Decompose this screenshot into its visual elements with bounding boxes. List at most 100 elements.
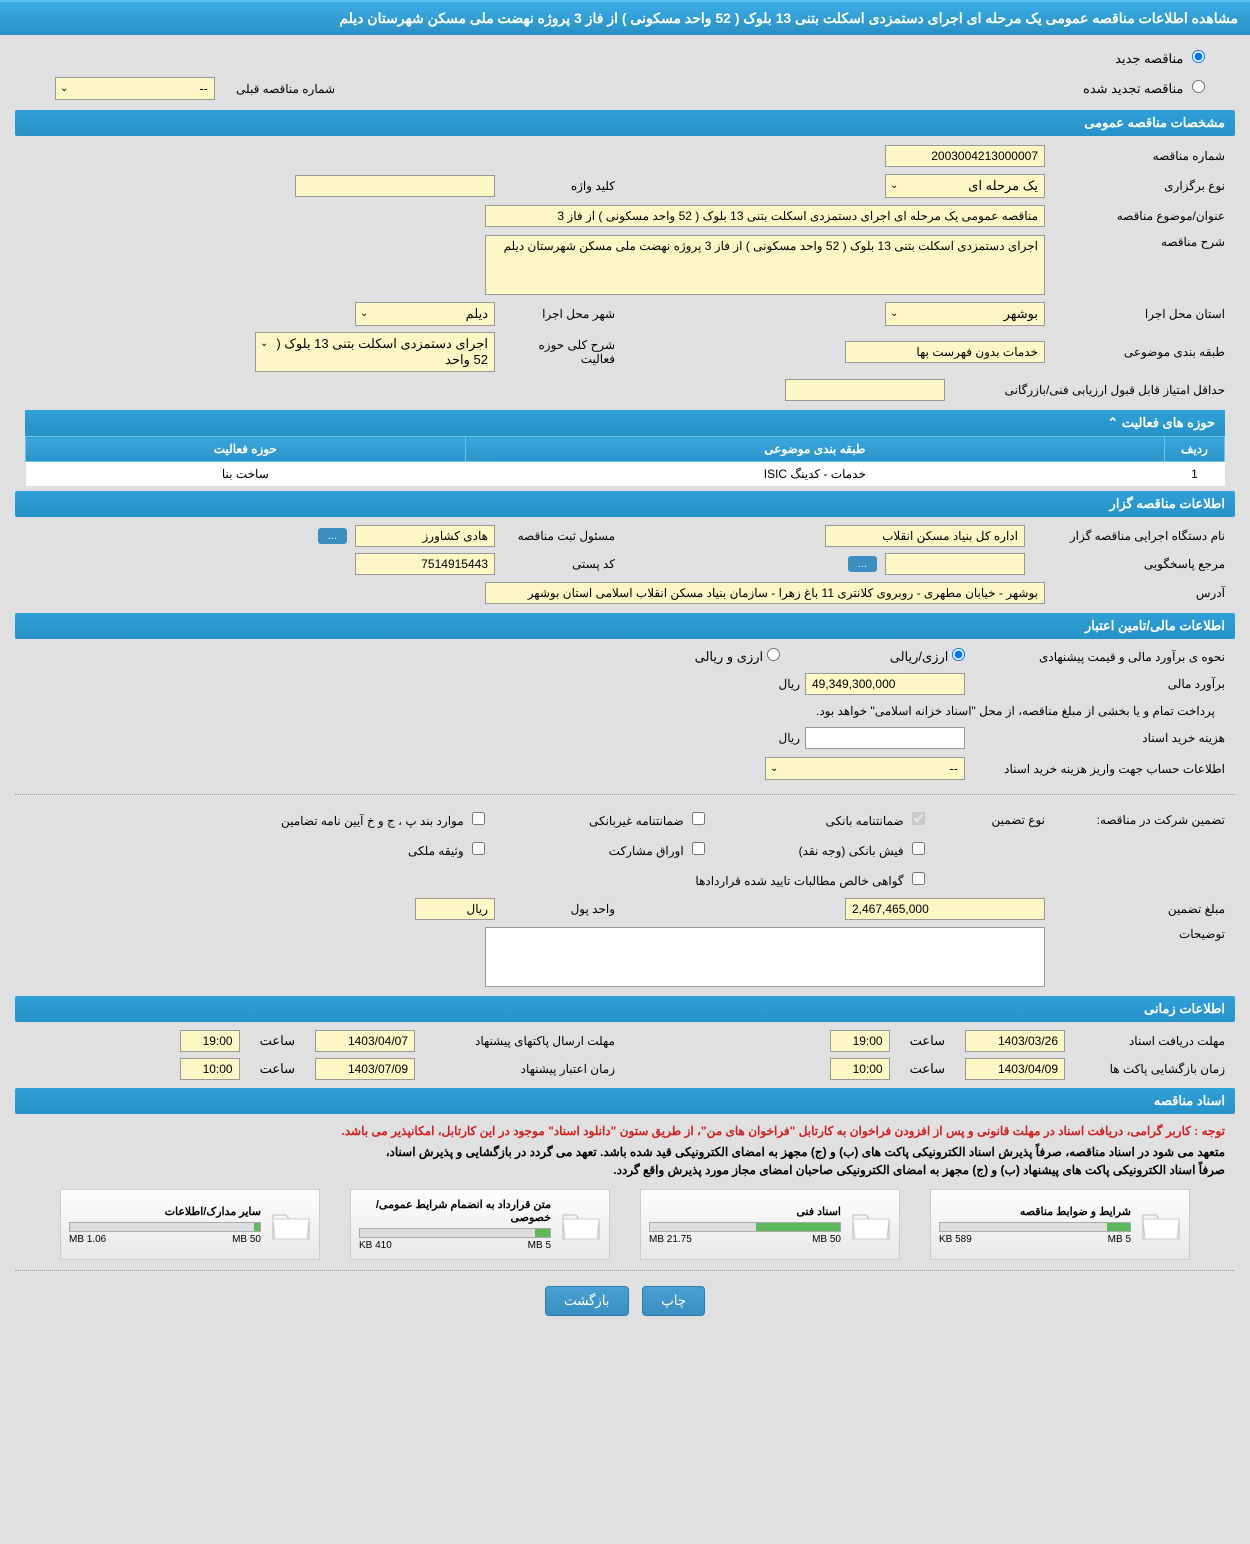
doc4-title: سایر مدارک/اطلاعات: [69, 1205, 261, 1218]
opt-both: ارزی و ریالی: [695, 649, 764, 664]
province-dropdown[interactable]: بوشهر⌄: [885, 302, 1045, 326]
doc1-progress: [1107, 1223, 1130, 1231]
radio-rial[interactable]: [952, 648, 965, 661]
col-row: ردیف: [1165, 437, 1225, 462]
section-activity: حوزه های فعالیت ⌃: [25, 410, 1225, 436]
chk-bank-label: ضمانتنامه بانکی: [825, 814, 903, 828]
doc-box-contract[interactable]: متن قرارداد به انضمام شرایط عمومی/خصوصی …: [350, 1189, 610, 1260]
folder-icon: [561, 1207, 601, 1242]
back-button[interactable]: بازگشت: [545, 1286, 629, 1316]
gte-amount-label: مبلغ تضمین: [1045, 902, 1225, 916]
category-label: طبقه بندی موضوعی: [1045, 345, 1225, 359]
cell-num: 1: [1165, 462, 1225, 487]
keyword-field: [295, 175, 495, 197]
section-organizer: اطلاعات مناقصه گزار: [15, 491, 1235, 517]
prev-number-dropdown[interactable]: --⌄: [55, 77, 215, 100]
radio-renewed[interactable]: [1192, 80, 1205, 93]
chk-nonbank[interactable]: [692, 812, 705, 825]
chk-bank: [912, 812, 925, 825]
validity-time: 10:00: [180, 1058, 240, 1080]
open-date: 1403/04/09: [965, 1058, 1065, 1080]
section-documents: اسناد مناقصه: [15, 1088, 1235, 1114]
acct-label: اطلاعات حساب جهت واریز هزینه خرید اسناد: [965, 762, 1225, 776]
opt-rial: ارزی/ریالی: [890, 649, 949, 664]
chk-bylaw[interactable]: [472, 812, 485, 825]
province-label: استان محل اجرا: [1045, 307, 1225, 321]
doc-box-other[interactable]: سایر مدارک/اطلاعات 50 MB1.06 MB: [60, 1189, 320, 1260]
accountable-label: مرجع پاسخگویی: [1025, 557, 1225, 571]
number-label: شماره مناقصه: [1045, 149, 1225, 163]
doc-box-technical[interactable]: اسناد فنی 50 MB 21.75 MB: [640, 1189, 900, 1260]
notice1: متعهد می شود در اسناد مناقصه، صرفاً پذیر…: [15, 1143, 1235, 1161]
doc2-max: 50 MB: [812, 1234, 841, 1245]
registrar-more-button[interactable]: ...: [318, 528, 347, 544]
doc3-max: 5 MB: [528, 1240, 551, 1251]
section-timing: اطلاعات زمانی: [15, 996, 1235, 1022]
category-field: خدمات بدون فهرست بها: [845, 341, 1045, 363]
print-button[interactable]: چاپ: [642, 1286, 705, 1316]
chk-securities[interactable]: [692, 842, 705, 855]
type-label: نوع برگزاری: [1045, 179, 1225, 193]
keyword-label: کلید واژه: [495, 179, 615, 193]
pay-note: پرداخت تمام و یا بخشی از مبلغ مناقصه، از…: [15, 699, 1235, 723]
page-title: مشاهده اطلاعات مناقصه عمومی یک مرحله ای …: [0, 0, 1250, 35]
doc2-progress: [756, 1223, 840, 1231]
activity-table: ردیف طبقه بندی موضوعی حوزه فعالیت 1 خدما…: [25, 436, 1225, 486]
docfee-label: هزینه خرید اسناد: [965, 731, 1225, 745]
type-dropdown[interactable]: یک مرحله ای⌄: [885, 174, 1045, 198]
accountable-field: [885, 553, 1025, 575]
chk-cash[interactable]: [912, 842, 925, 855]
collapse-activity-icon[interactable]: ⌃: [1107, 415, 1118, 430]
folder-icon: [271, 1207, 311, 1242]
open-label: زمان بازگشایی پاکت ها: [1085, 1062, 1225, 1076]
chk-receivables-label: گواهی خالص مطالبات تایید شده قراردادها: [695, 874, 903, 888]
doc-box-conditions[interactable]: شرایط و ضوابط مناقصه 5 MB589 KB: [930, 1189, 1190, 1260]
cell-cat: خدمات - کدینگ ISIC: [465, 462, 1164, 487]
doc-deadline-time: 19:00: [830, 1030, 890, 1052]
docfee-field: [805, 727, 965, 749]
send-deadline-time: 19:00: [180, 1030, 240, 1052]
accountable-more-button[interactable]: ...: [848, 556, 877, 572]
city-dropdown[interactable]: دیلم⌄: [355, 302, 495, 326]
notice2: صرفاً اسناد الکترونیکی پاکت های پیشنهاد …: [15, 1161, 1235, 1179]
validity-label: زمان اعتبار پیشنهاد: [435, 1062, 615, 1076]
tender-mode-row2: مناقصه تجدید شده شماره مناقصه قبلی --⌄: [15, 72, 1235, 105]
unit-rial2: ریال: [778, 731, 800, 745]
method-label: نحوه ی برآورد مالی و قیمت پیشنهادی: [965, 650, 1225, 664]
scope-dropdown[interactable]: اجرای دستمزدی اسکلت بتنی 13 بلوک ( 52 وا…: [255, 332, 495, 372]
folder-icon: [1141, 1207, 1181, 1242]
unit-rial: ریال: [778, 677, 800, 691]
org-label: نام دستگاه اجرایی مناقصه گزار: [1025, 529, 1225, 543]
chk-nonbank-label: ضمانتنامه غیربانکی: [589, 814, 684, 828]
col-category: طبقه بندی موضوعی: [465, 437, 1164, 462]
validity-date: 1403/07/09: [315, 1058, 415, 1080]
acct-dropdown[interactable]: --⌄: [765, 757, 965, 780]
postal-label: کد پستی: [495, 557, 615, 571]
open-time: 10:00: [830, 1058, 890, 1080]
doc3-title: متن قرارداد به انضمام شرایط عمومی/خصوصی: [359, 1198, 551, 1224]
remarks-label: توضیحات: [1045, 927, 1225, 941]
doc2-size: 21.75 MB: [649, 1234, 692, 1245]
doc1-size: 589 KB: [939, 1234, 972, 1245]
registrar-field: هادی کشاورز: [355, 525, 495, 547]
radio-both[interactable]: [767, 648, 780, 661]
chk-property[interactable]: [472, 842, 485, 855]
radio-new[interactable]: [1192, 50, 1205, 63]
send-deadline-label: مهلت ارسال پاکتهای پیشنهاد: [435, 1034, 615, 1048]
unit-field: ریال: [415, 898, 495, 920]
section-general: مشخصات مناقصه عمومی: [15, 110, 1235, 136]
registrar-label: مسئول ثبت مناقصه: [495, 529, 615, 543]
guarantee-label: تضمین شرکت در مناقصه:: [1045, 813, 1225, 827]
docs-grid: شرایط و ضوابط مناقصه 5 MB589 KB اسناد فن…: [15, 1179, 1235, 1270]
subject-field: مناقصه عمومی یک مرحله ای اجرای دستمزدی ا…: [485, 205, 1045, 227]
address-label: آدرس: [1045, 586, 1225, 600]
org-field: اداره کل بنیاد مسکن انقلاب: [825, 525, 1025, 547]
doc2-title: اسناد فنی: [649, 1205, 841, 1218]
chk-receivables[interactable]: [912, 872, 925, 885]
button-bar: چاپ بازگشت: [15, 1270, 1235, 1331]
subject-label: عنوان/موضوع مناقصه: [1045, 209, 1225, 223]
doc3-progress: [535, 1229, 550, 1237]
send-deadline-date: 1403/04/07: [315, 1030, 415, 1052]
doc4-progress: [254, 1223, 260, 1231]
chk-bylaw-label: موارد بند پ ، ج و خ آیین نامه تضامین: [281, 814, 464, 828]
